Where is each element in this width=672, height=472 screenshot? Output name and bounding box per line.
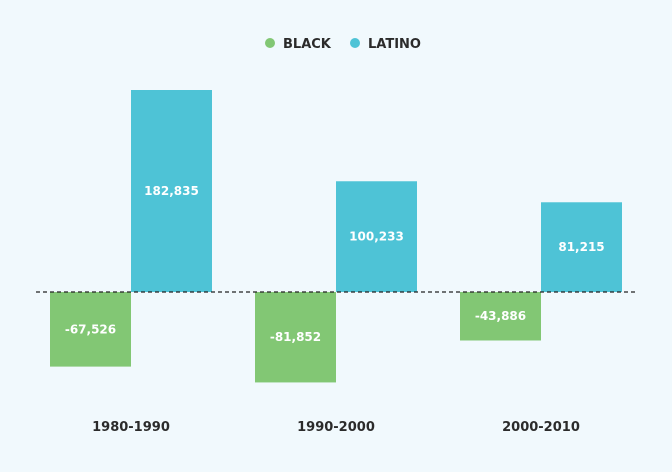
bar-latino-1990-2000 <box>336 181 417 292</box>
data-label-latino-1990-2000: 100,233 <box>349 230 404 244</box>
data-label-latino-2000-2010: 81,215 <box>558 240 604 254</box>
bar-black-1990-2000 <box>255 292 336 383</box>
bars <box>50 90 622 383</box>
x-tick-label-1990-2000: 1990-2000 <box>297 420 375 435</box>
x-tick-labels: 1980-1990 1990-2000 2000-2010 <box>92 420 580 435</box>
data-label-black-2000-2010: -43,886 <box>475 309 526 323</box>
data-labels: -67,526 182,835 -81,852 100,233 -43,886 81,21… <box>65 184 605 344</box>
x-tick-label-2000-2010: 2000-2010 <box>502 420 580 435</box>
data-label-latino-1980-1990: 182,835 <box>144 184 199 198</box>
bar-latino-2000-2010 <box>541 202 622 292</box>
bar-black-2000-2010 <box>460 292 541 341</box>
legend-marker-latino <box>350 38 360 48</box>
legend-label-latino: LATINO <box>368 37 421 52</box>
legend: BLACK LATINO <box>265 37 421 52</box>
legend-label-black: BLACK <box>283 37 332 52</box>
bar-latino-1980-1990 <box>131 90 212 292</box>
data-label-black-1990-2000: -81,852 <box>270 330 321 344</box>
bar-black-1980-1990 <box>50 292 131 367</box>
data-label-black-1980-1990: -67,526 <box>65 322 116 336</box>
legend-marker-black <box>265 38 275 48</box>
x-tick-label-1980-1990: 1980-1990 <box>92 420 170 435</box>
